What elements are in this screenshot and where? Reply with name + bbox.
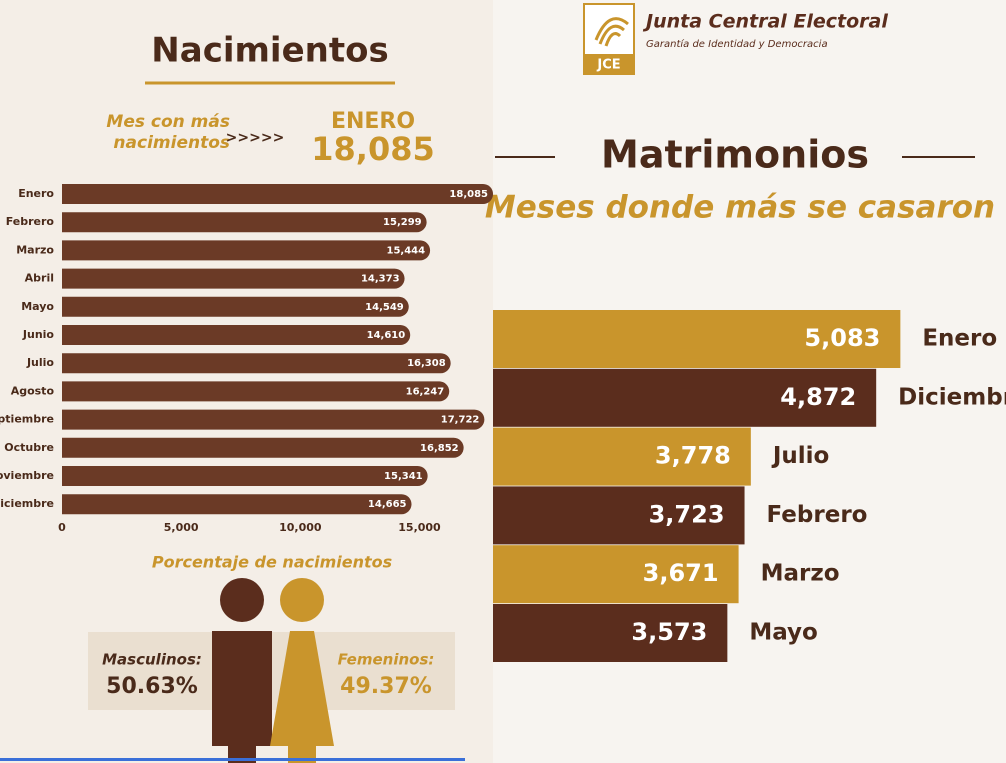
bar: [62, 240, 431, 261]
male-legs: [228, 740, 256, 763]
bar: [62, 381, 450, 402]
category-label: Abril: [25, 272, 54, 285]
value-label: 3,573: [631, 618, 707, 646]
category-label: Mayo: [749, 620, 818, 646]
value-label: 17,722: [441, 415, 480, 426]
category-label: Diciembre: [898, 384, 1006, 410]
value-label: 16,308: [407, 358, 446, 369]
category-label: Enero: [922, 326, 997, 352]
tagline: Garantía de Identidad y Democracia: [646, 38, 828, 50]
male-value: 50.63%: [106, 674, 198, 699]
male-label: Masculinos:: [102, 651, 202, 669]
bar: [62, 296, 409, 317]
value-label: 15,299: [383, 217, 422, 228]
category-label: Mayo: [21, 300, 54, 313]
value-label: 3,671: [643, 559, 719, 587]
highlight-value: 18,085: [311, 130, 434, 168]
bar: [62, 353, 451, 374]
logo-fingerprint: [594, 17, 629, 47]
category-label: Febrero: [6, 215, 55, 228]
male-body: [212, 631, 272, 746]
value-label: 3,723: [649, 500, 725, 528]
x-tick-label: 10,000: [279, 521, 322, 534]
male-head: [220, 578, 264, 622]
scroll-indicator: [0, 758, 465, 761]
female-label: Femeninos:: [338, 651, 435, 669]
marriages-chart: 5,083 Enero 4,872 Diciembre 3,778 Julio 3,723 F…: [493, 310, 1006, 662]
x-tick-label: 0: [58, 521, 66, 534]
arrows: >>>>>: [226, 130, 285, 146]
x-tick-label: 5,000: [164, 521, 199, 534]
value-label: 4,872: [780, 383, 856, 411]
category-label: Septiembre: [0, 413, 54, 426]
category-label: Junio: [22, 328, 55, 341]
bar: [493, 486, 745, 545]
female-legs: [288, 740, 316, 763]
category-label: Febrero: [767, 502, 868, 528]
bar: [493, 427, 751, 486]
value-label: 15,341: [384, 471, 423, 482]
value-label: 18,085: [449, 189, 488, 200]
category-label: Marzo: [16, 243, 54, 256]
x-tick-label: 15,000: [398, 521, 441, 534]
logo-band: [584, 54, 634, 74]
percent-title: Porcentaje de nacimientos: [152, 553, 392, 572]
bar: [62, 437, 464, 458]
value-label: 14,549: [365, 302, 404, 313]
value-label: 3,778: [655, 442, 731, 470]
female-body: [270, 631, 334, 746]
marriages-subtitle: Meses donde más se casaron: [485, 190, 995, 226]
bar: [62, 184, 494, 204]
category-label: Diciembre: [0, 497, 54, 510]
female-head: [280, 578, 324, 622]
value-label: 14,665: [368, 499, 407, 510]
category-label: Julio: [771, 443, 830, 469]
bar: [62, 494, 412, 515]
category-label: Julio: [26, 356, 54, 369]
female-value: 49.37%: [340, 674, 432, 699]
bar: [62, 409, 485, 430]
category-label: Octubre: [4, 441, 54, 454]
bar: [493, 310, 901, 368]
births-title: Nacimientos: [151, 31, 388, 71]
category-label: Enero: [18, 187, 54, 200]
highlight-caption: Mes con más nacimientos: [106, 112, 230, 153]
value-label: 5,083: [804, 324, 880, 352]
highlight-month: ENERO: [331, 109, 415, 134]
logo-mark: JCE: [596, 58, 620, 73]
value-label: 16,852: [420, 443, 459, 454]
value-label: 16,247: [406, 386, 445, 397]
value-label: 14,373: [361, 274, 400, 285]
bar: [62, 268, 405, 289]
bar: [62, 212, 427, 233]
organization: Junta Central Electoral: [642, 11, 888, 33]
bar: [493, 545, 739, 604]
bar: [493, 368, 877, 427]
caption-box: Mes con más nacimientos: [106, 112, 230, 153]
value-label: 14,610: [367, 330, 406, 341]
bar: [62, 325, 411, 345]
category-label: Agosto: [11, 384, 55, 397]
value-label: 15,444: [386, 245, 425, 256]
category-label: Noviembre: [0, 469, 54, 482]
bar: [493, 604, 728, 662]
marriages-title: Matrimonios: [601, 133, 869, 177]
category-label: Marzo: [761, 561, 840, 587]
bar: [62, 466, 428, 486]
